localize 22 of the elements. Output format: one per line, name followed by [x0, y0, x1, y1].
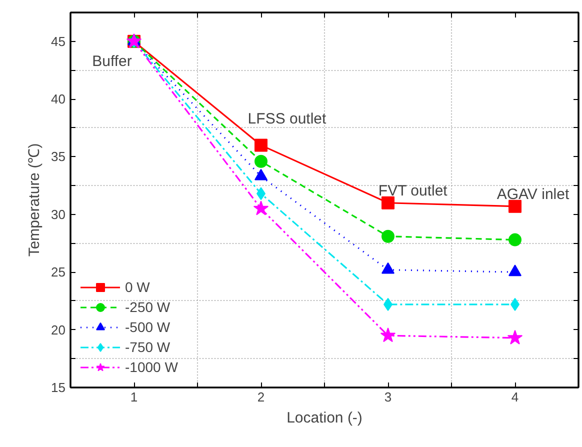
- annotation: Buffer: [92, 52, 132, 70]
- y-axis-title: Temperature (℃): [26, 143, 44, 257]
- y-tick-label: 40: [51, 92, 66, 107]
- legend-label: -250 W: [125, 299, 170, 315]
- x-tick-label: 2: [257, 390, 265, 404]
- y-tick-label: 30: [51, 206, 66, 222]
- y-tick-label: 45: [51, 34, 66, 49]
- x-tick-label: 1: [130, 390, 138, 404]
- annotation: AGAV inlet: [496, 186, 570, 203]
- legend-label: -500 W: [125, 319, 170, 335]
- legend-label: -1000 W: [125, 359, 178, 375]
- annotation: FVT outlet: [378, 182, 448, 200]
- x-tick-label: 3: [384, 390, 392, 404]
- x-axis-title: Location (-): [286, 410, 362, 426]
- annotation: LFSS outlet: [248, 110, 328, 128]
- y-tick-label: 35: [51, 149, 66, 164]
- y-tick-label: 20: [51, 322, 66, 338]
- legend-label: 0 W: [125, 279, 150, 295]
- x-tick-label: 4: [511, 390, 519, 404]
- legend-label: -750 W: [125, 339, 170, 355]
- y-tick-label: 25: [51, 264, 66, 280]
- y-tick-label: 15: [51, 380, 66, 395]
